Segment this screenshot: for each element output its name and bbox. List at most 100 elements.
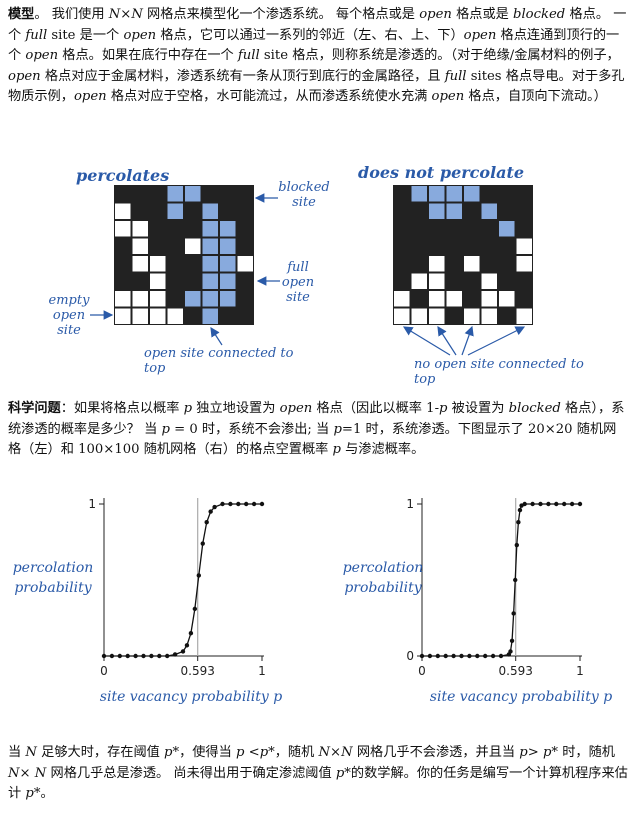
caption-connected: open site connected to top <box>144 346 294 376</box>
text: 足够大时，存在阈值 <box>36 745 165 760</box>
empty-site <box>237 256 253 272</box>
full-site <box>464 186 480 202</box>
empty-site <box>516 238 532 254</box>
y-tick-label: 0 <box>406 649 414 663</box>
text: p* <box>335 765 351 781</box>
series-line <box>422 503 580 657</box>
problem-heading: 科学问题 <box>8 401 61 416</box>
full-site <box>202 273 218 289</box>
nc-arrow-1 <box>402 326 451 356</box>
non-percolating-grid <box>393 185 533 325</box>
full-site <box>446 186 462 202</box>
empty-site <box>132 256 148 272</box>
empty-site <box>411 273 427 289</box>
text: N <box>25 745 37 760</box>
text: p <box>183 401 193 416</box>
text: p> p* <box>519 745 559 760</box>
problem-paragraph: 科学问题：如果将格点以概率 p 独立地设置为 open 格点（因此以概率 1-p… <box>8 399 628 461</box>
data-point <box>517 507 523 513</box>
figure-arrows <box>90 193 526 356</box>
data-point <box>508 649 513 654</box>
data-point <box>443 653 448 659</box>
empty-open-site-label: empty open site <box>44 293 94 338</box>
text: 。 我们使用 <box>34 7 109 22</box>
empty-site <box>464 308 480 324</box>
data-point <box>212 504 217 510</box>
text: 格点），系统渗透的概率是多少？ 当 <box>8 401 625 437</box>
full-site <box>202 221 218 237</box>
empty-site <box>115 308 131 324</box>
empty-site <box>499 291 515 307</box>
full-site <box>167 203 183 219</box>
data-point <box>435 653 440 659</box>
text: ：如果将格点以概率 <box>60 401 184 416</box>
data-point <box>101 653 107 659</box>
full-site <box>220 273 236 289</box>
text: =1 时，系统渗透。下图显示了 20×20 随机网格（左）和 100×100 随… <box>8 421 617 458</box>
full-site <box>220 221 236 237</box>
full-site <box>202 238 218 254</box>
text: p <box>333 421 342 437</box>
empty-site <box>481 273 497 289</box>
empty-site <box>150 256 166 272</box>
text: full <box>444 68 467 84</box>
text: N <box>108 7 121 22</box>
text: 格点连通到顶行的一个 <box>8 27 620 64</box>
data-point <box>236 501 241 507</box>
text: × <box>120 7 132 22</box>
text: open <box>25 48 59 63</box>
empty-site <box>115 221 131 237</box>
data-point <box>259 501 265 507</box>
empty-site <box>516 256 532 272</box>
text: 网格几乎总是渗透。 尚未得出用于确定渗滤阈值 <box>46 765 336 781</box>
full-site <box>185 291 201 307</box>
label-line: full <box>287 260 309 275</box>
data-point <box>196 573 201 578</box>
data-point <box>188 631 194 636</box>
series-line <box>104 503 262 657</box>
text: p <p* <box>236 745 275 760</box>
empty-site <box>429 291 445 307</box>
full-site <box>220 256 236 272</box>
data-point <box>546 501 551 507</box>
text: 格点或是 <box>451 7 514 22</box>
empty-site <box>150 273 166 289</box>
data-point <box>109 653 115 659</box>
label-line: open <box>52 308 86 323</box>
text: full <box>25 27 48 43</box>
data-point <box>511 611 516 616</box>
text: 格点，自顶向下流动。） <box>464 89 607 104</box>
data-point <box>490 653 496 659</box>
label-line: site <box>286 290 310 305</box>
text: 时，随机 <box>558 745 615 760</box>
data-point <box>562 501 567 507</box>
empty-site <box>132 291 148 307</box>
text: open <box>73 89 107 104</box>
data-point <box>513 577 518 583</box>
data-point <box>516 520 521 525</box>
percolating-grid <box>114 185 254 325</box>
label-line: empty <box>48 293 90 308</box>
empty-site <box>464 256 480 272</box>
data-point <box>427 653 433 659</box>
data-point <box>569 501 575 507</box>
left-ylabel: percolation probability <box>12 560 94 596</box>
caption-not-connected: no open site connected to top <box>414 357 584 387</box>
data-point <box>204 520 209 525</box>
text: full <box>237 48 260 63</box>
data-point <box>467 653 472 659</box>
data-point <box>125 653 130 659</box>
full-site <box>202 308 218 324</box>
empty-site <box>185 238 201 254</box>
text: open <box>123 27 157 43</box>
x-tick-label: 1 <box>258 664 266 678</box>
data-point <box>538 501 543 507</box>
full-site <box>481 203 497 219</box>
right-xlabel: site vacancy probability p <box>429 689 613 705</box>
conclusion-paragraph: 当 N 足够大时，存在阈值 p*，使得当 p <p*，随机 N×N 网格几乎不会… <box>8 743 628 805</box>
nc-arrow-3 <box>461 325 474 356</box>
text: open <box>279 401 313 416</box>
data-point <box>451 653 456 659</box>
data-point <box>228 501 233 507</box>
text: open <box>8 68 41 84</box>
